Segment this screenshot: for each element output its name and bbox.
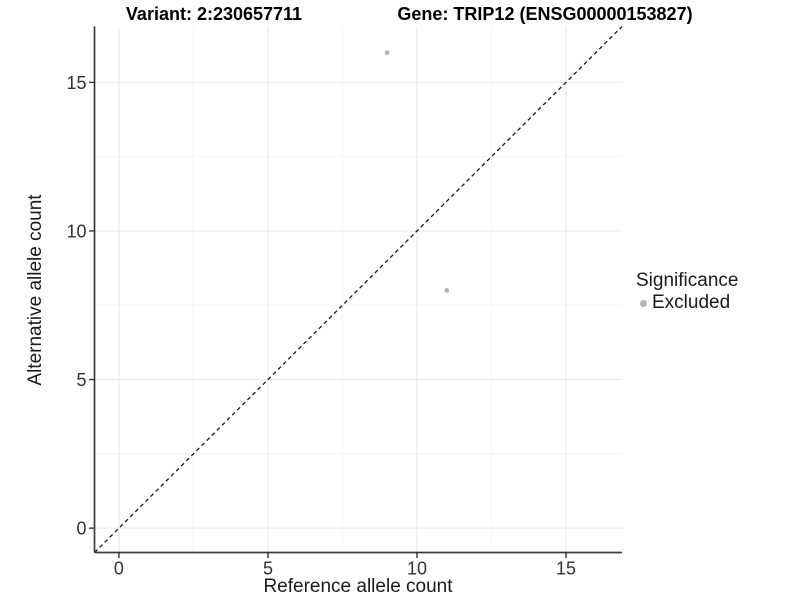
- x-axis-title: Reference allele count: [263, 576, 453, 597]
- x-tick-label: 15: [556, 559, 576, 579]
- tick-labels-group: 0 5 10 15 0 5 10 15: [66, 73, 576, 579]
- data-point: [444, 287, 450, 293]
- variant-title: Variant: 2:230657711: [125, 4, 303, 24]
- data-point: [384, 50, 390, 56]
- y-tick-label: 5: [76, 370, 86, 390]
- identity-line: [94, 26, 623, 553]
- gridlines-group: [94, 26, 622, 553]
- x-tick-label: 10: [407, 559, 427, 579]
- data-points-group: [384, 50, 450, 293]
- y-tick-label: 15: [66, 73, 86, 93]
- gene-title: Gene: TRIP12 (ENSG00000153827): [397, 4, 693, 24]
- excluded-point-icon: [640, 299, 647, 307]
- legend-item-excluded: Excluded: [636, 292, 738, 314]
- y-tick-label: 0: [76, 519, 86, 539]
- identity-line-group: [94, 26, 623, 553]
- legend-item-label: Excluded: [652, 292, 731, 313]
- legend-title: Significance: [636, 270, 739, 291]
- legend: Significance Excluded: [636, 269, 738, 314]
- y-tick-label: 10: [66, 221, 86, 241]
- axes-group: [89, 26, 622, 558]
- x-tick-label: 5: [263, 559, 273, 579]
- y-axis-title: Alternative allele count: [25, 194, 46, 386]
- x-tick-label: 0: [114, 559, 124, 579]
